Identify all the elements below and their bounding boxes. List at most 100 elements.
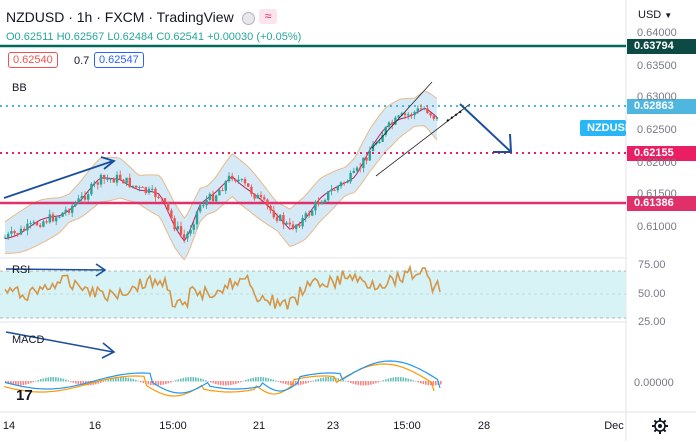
alert-wave-icon[interactable]: ≈ xyxy=(259,9,277,24)
currency-dropdown[interactable]: USD ▼ xyxy=(638,9,672,21)
candle-body xyxy=(336,186,339,191)
bollinger-lower-line xyxy=(4,125,438,261)
macd-histogram-bar xyxy=(417,381,420,383)
macd-histogram-bar xyxy=(320,378,322,382)
price-tag-low-bg xyxy=(627,196,696,211)
candle-body xyxy=(349,172,352,182)
candle-body xyxy=(29,222,32,224)
channel-line-lower[interactable] xyxy=(375,103,471,177)
candle-body xyxy=(355,167,359,171)
tradingview-logo[interactable]: 17 xyxy=(16,387,33,404)
candle-body xyxy=(7,233,10,238)
candle-body xyxy=(256,195,259,199)
market-status-icon[interactable] xyxy=(242,12,255,25)
macd-histogram-bar xyxy=(70,381,72,382)
time-tick-5: 15:00 xyxy=(393,420,421,432)
candle-body xyxy=(352,170,355,173)
sell-price-button[interactable]: 0.62540 xyxy=(8,52,58,68)
rsi-indicator-label[interactable]: RSI xyxy=(12,264,31,276)
macd-histogram-bar xyxy=(297,381,300,386)
trend-arrow-up-left[interactable] xyxy=(3,156,116,199)
candle-body xyxy=(144,187,147,193)
channel-line-upper[interactable] xyxy=(371,81,433,149)
macd-histogram-bar xyxy=(375,381,377,384)
trend-arrow-down-right[interactable] xyxy=(459,103,513,153)
symbol-tag-bg xyxy=(580,120,626,136)
candle-body xyxy=(176,226,179,230)
candle-body xyxy=(426,108,429,114)
candle-body xyxy=(266,199,269,206)
candle-body xyxy=(189,229,192,234)
macd-histogram-bar xyxy=(200,378,202,382)
macd-histogram-bar xyxy=(227,381,230,386)
time-tick-2: 15:00 xyxy=(159,420,187,432)
candle-body xyxy=(237,179,240,182)
macd-histogram-bar xyxy=(377,381,380,383)
candle-body xyxy=(295,224,298,229)
macd-arrow[interactable] xyxy=(5,331,116,359)
macd-histogram-bar xyxy=(325,377,327,382)
candle-body xyxy=(362,157,365,169)
time-tick-3: 21 xyxy=(252,420,266,432)
macd-histogram-bar xyxy=(255,377,257,382)
price-tick-5: 0.61500 xyxy=(637,188,677,200)
macd-histogram-bar xyxy=(252,377,255,382)
buy-price-button[interactable]: 0.62547 xyxy=(94,52,144,68)
macd-histogram-bar xyxy=(332,377,335,382)
price-tag-upper-bg xyxy=(627,99,696,114)
macd-histogram-bar xyxy=(345,380,347,382)
macd-histogram-bar xyxy=(22,381,25,386)
macd-histogram-bar xyxy=(32,381,35,383)
candle-body xyxy=(115,174,119,183)
candle-body xyxy=(432,115,435,119)
macd-histogram-bar xyxy=(265,377,267,382)
macd-histogram-bar xyxy=(135,379,137,382)
candle-body xyxy=(157,197,160,199)
bb-indicator-label[interactable]: BB xyxy=(12,82,27,94)
macd-histogram-bar xyxy=(415,381,417,382)
macd-histogram-bar xyxy=(365,381,367,386)
macd-histogram-bar xyxy=(142,381,145,384)
macd-histogram-bar xyxy=(337,378,340,382)
macd-histogram-bar xyxy=(82,381,85,386)
macd-histogram-bar xyxy=(165,381,167,385)
price-tick-1: 0.63500 xyxy=(637,60,677,72)
macd-histogram-bar xyxy=(412,380,415,382)
macd-histogram-bar xyxy=(392,377,395,382)
candle-body xyxy=(32,221,35,223)
rsi-line xyxy=(4,264,441,310)
price-tag-top: 0.63794 xyxy=(634,40,674,52)
candle-body xyxy=(186,233,189,239)
projection-dotted-line[interactable] xyxy=(446,109,464,122)
macd-histogram-bar xyxy=(260,377,262,382)
gear-icon[interactable] xyxy=(652,418,668,434)
candle-body xyxy=(381,135,384,142)
candle-body xyxy=(71,205,74,213)
rsi-arrow[interactable] xyxy=(5,263,107,277)
macd-histogram-bar xyxy=(280,381,282,383)
macd-histogram-bar xyxy=(77,381,80,385)
candle-body xyxy=(74,202,77,206)
candle-body xyxy=(135,185,138,188)
macd-histogram-bar xyxy=(342,379,345,382)
macd-histogram-bar xyxy=(432,381,435,386)
macd-histogram-bar xyxy=(37,379,40,382)
macd-histogram-bar xyxy=(132,379,135,382)
macd-indicator-label[interactable]: MACD xyxy=(12,334,45,346)
time-tick-6: 28 xyxy=(477,420,491,432)
price-tick-2: 0.63000 xyxy=(637,91,677,103)
candle-body xyxy=(387,122,391,127)
chart-title[interactable]: NZDUSD · 1h · FXCM · TradingView xyxy=(6,9,234,25)
svg-text:17: 17 xyxy=(16,387,33,404)
macd-histogram-bar xyxy=(220,381,222,386)
macd-histogram-bar xyxy=(425,381,427,385)
candle-body xyxy=(378,141,381,144)
ohlc-change: +0.00030 (+0.05%) xyxy=(207,31,302,43)
macd-histogram-bar xyxy=(110,378,112,382)
macd-histogram-bar xyxy=(75,381,77,384)
macd-histogram-bar xyxy=(207,381,210,382)
macd-histogram-bar xyxy=(302,381,305,385)
candle-body xyxy=(250,186,253,194)
macd-histogram-bar xyxy=(60,378,62,382)
